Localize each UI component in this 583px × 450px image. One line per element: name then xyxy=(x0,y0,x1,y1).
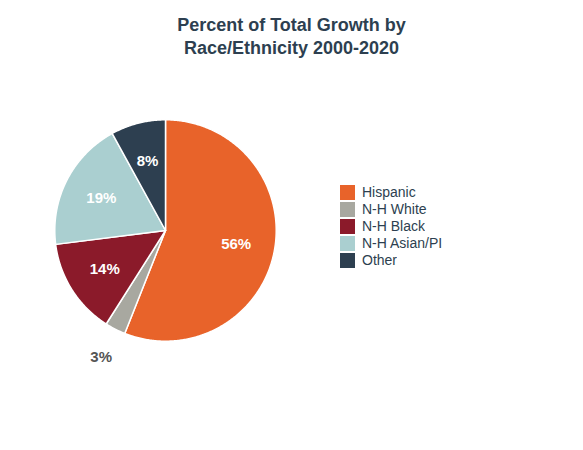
html-text:N-H Asian/PI: N-H Asian/PI xyxy=(362,235,443,251)
html-text:Hispanic: Hispanic xyxy=(362,184,416,200)
svg-text:56%: 56% xyxy=(221,235,251,252)
svg-text:14%: 14% xyxy=(90,260,120,277)
html-text:Other: Other xyxy=(362,252,397,268)
svg-text:3%: 3% xyxy=(90,348,112,365)
svg-text:19%: 19% xyxy=(86,189,116,206)
html-text:N-H White: N-H White xyxy=(362,201,427,217)
svg-text:8%: 8% xyxy=(137,152,159,169)
html-text:N-H Black: N-H Black xyxy=(362,218,425,234)
html-text:Percent of Total Growth by Rac: Percent of Total Growth by Race/Ethnicit… xyxy=(177,15,406,58)
